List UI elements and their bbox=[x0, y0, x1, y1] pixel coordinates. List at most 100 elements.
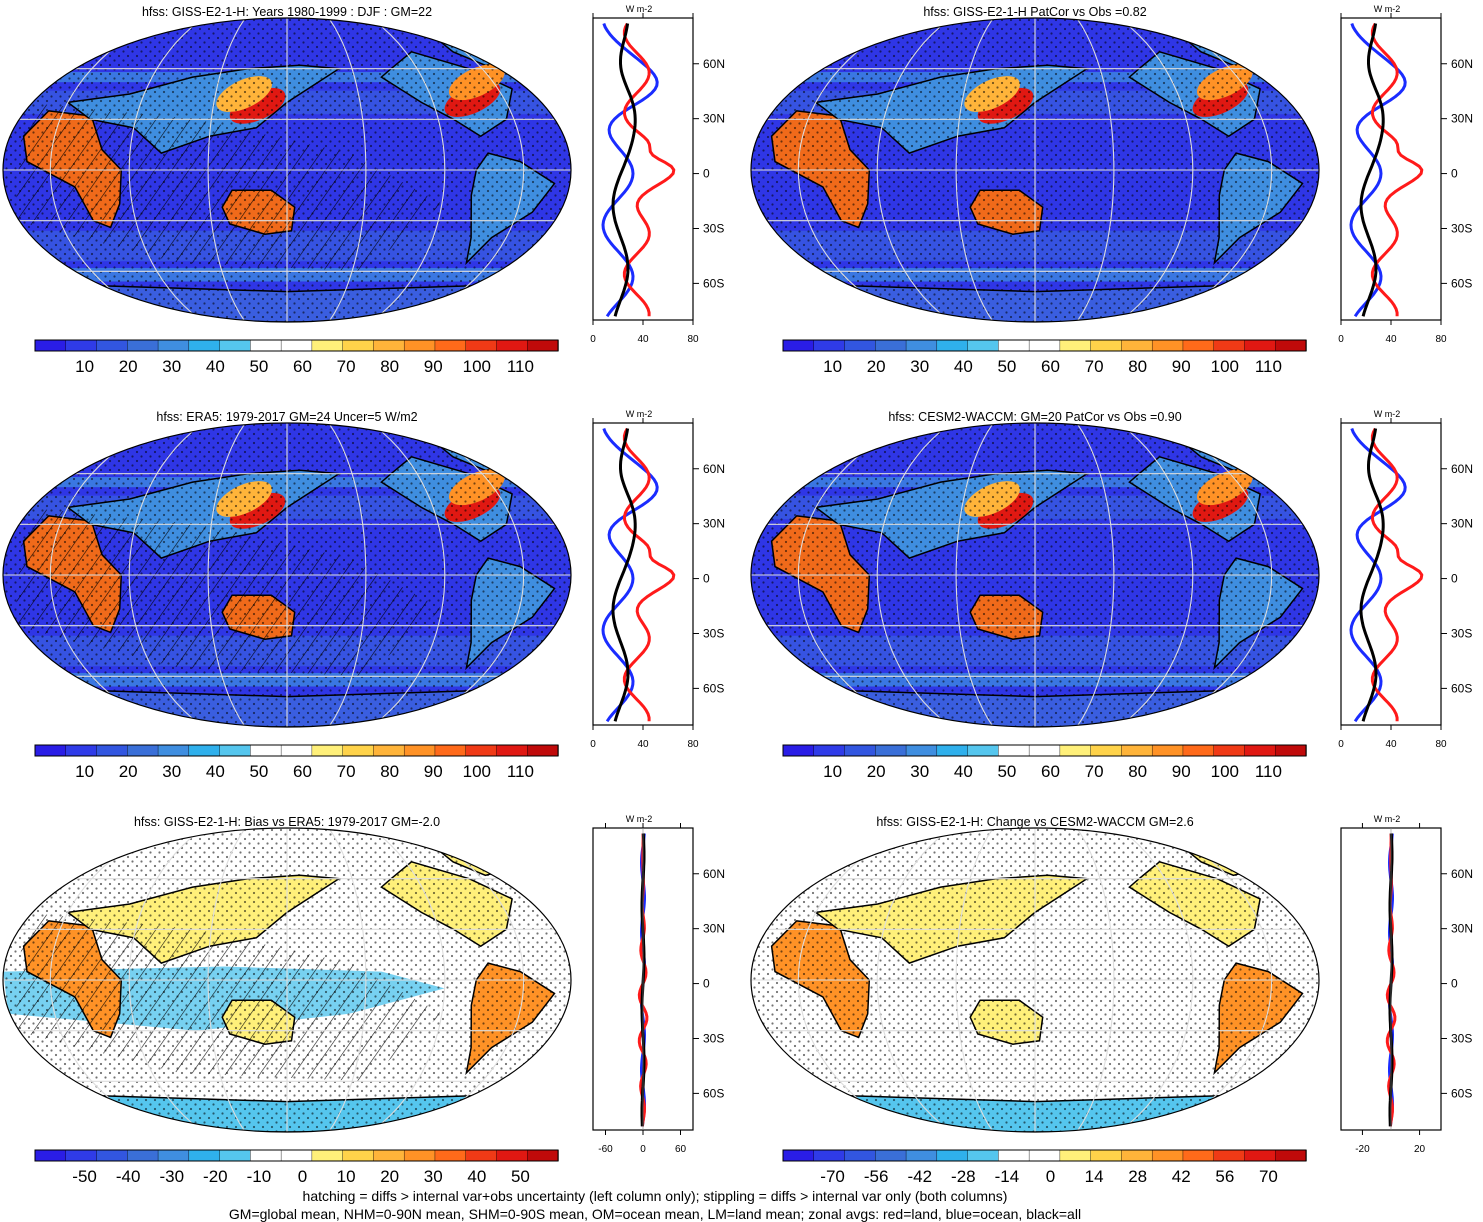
map-border bbox=[750, 827, 1320, 1133]
colorbar-swatch bbox=[905, 744, 938, 757]
colorbar-label: -28 bbox=[951, 1167, 976, 1186]
zonal-lat-label: 60N bbox=[1451, 462, 1473, 476]
graticule-lon bbox=[128, 828, 204, 1132]
zonal-lat-label: 0 bbox=[703, 572, 710, 586]
zonal-plot: W m-2 60N 30N 0 30S 60S 0 40 80 bbox=[590, 4, 725, 345]
colorbar-label: 60 bbox=[293, 762, 312, 781]
zonal-xtick-label: 60 bbox=[675, 1144, 687, 1155]
colorbar-swatch bbox=[1121, 339, 1153, 352]
panel-title: hfss: GISS-E2-1-H: Bias vs ERA5: 1979-20… bbox=[134, 815, 440, 829]
colorbar-label: -42 bbox=[907, 1167, 932, 1186]
colorbar-swatch bbox=[342, 339, 375, 352]
colorbar-label: 100 bbox=[1211, 357, 1239, 376]
zonal-plot: W m-2 60N 30N 0 30S 60S 0 40 80 bbox=[1338, 409, 1473, 750]
colorbar-swatch bbox=[496, 744, 528, 757]
graticule-lon bbox=[328, 828, 367, 1132]
map-border bbox=[2, 827, 572, 1133]
colorbar-label: 28 bbox=[1128, 1167, 1147, 1186]
zonal-xtick-label: 40 bbox=[637, 334, 649, 345]
colorbar-swatch bbox=[311, 744, 344, 757]
colorbar-label: -56 bbox=[864, 1167, 889, 1186]
colorbar-swatch bbox=[905, 339, 938, 352]
colorbar-swatch bbox=[1090, 1149, 1123, 1162]
colorbar-swatch bbox=[905, 1149, 938, 1162]
colorbar-swatch bbox=[403, 339, 436, 352]
colorbar-label: 100 bbox=[463, 762, 491, 781]
graticule-lon bbox=[955, 423, 994, 727]
zonal-lat-label: 30N bbox=[703, 112, 725, 126]
colorbar-label: 0 bbox=[298, 1167, 307, 1186]
colorbar-label: -14 bbox=[995, 1167, 1020, 1186]
colorbar-swatch bbox=[998, 339, 1030, 352]
colorbar-label: 70 bbox=[337, 357, 356, 376]
colorbar-label: 60 bbox=[293, 357, 312, 376]
colorbar-label: 100 bbox=[1211, 762, 1239, 781]
colorbar-swatch bbox=[434, 339, 467, 352]
colorbar-swatch bbox=[127, 339, 159, 352]
map-panel: hfss: CESM2-WACCM: GM=20 PatCor vs Obs =… bbox=[750, 409, 1473, 781]
colorbar-swatch bbox=[527, 339, 559, 352]
zonal-lat-label: 30N bbox=[1451, 517, 1473, 531]
zonal-xtick-label: 80 bbox=[1435, 739, 1447, 750]
zonal-xtick-label: 80 bbox=[687, 739, 699, 750]
colorbar-swatch bbox=[1275, 339, 1307, 352]
graticule-lon bbox=[49, 423, 163, 727]
zonal-frame bbox=[592, 422, 694, 726]
colorbar-label: -30 bbox=[159, 1167, 184, 1186]
zonal-lat-label: 30S bbox=[1451, 1031, 1472, 1045]
colorbar-swatch bbox=[434, 744, 467, 757]
footer-line-1: hatching = diffs > internal var+obs unce… bbox=[302, 1188, 1008, 1204]
zonal-all-line bbox=[611, 23, 637, 317]
colorbar-swatch bbox=[280, 339, 313, 352]
colorbar-swatch bbox=[936, 339, 969, 352]
colorbar-swatch bbox=[219, 744, 252, 757]
zonal-unit: W m-2 bbox=[1374, 814, 1401, 824]
zonal-unit: W m-2 bbox=[1374, 409, 1401, 419]
zonal-lat-label: 30S bbox=[1451, 626, 1472, 640]
zonal-lat-label: 30S bbox=[703, 221, 724, 235]
colorbar-label: 80 bbox=[380, 762, 399, 781]
colorbar-swatch bbox=[280, 744, 313, 757]
colorbar-swatch bbox=[844, 339, 876, 352]
colorbar-swatch bbox=[813, 339, 846, 352]
graticule-lon bbox=[370, 423, 446, 727]
colorbar-frame bbox=[782, 1149, 1307, 1162]
map-panel: hfss: GISS-E2-1-H: Years 1980-1999 : DJF… bbox=[2, 4, 725, 376]
colorbar-swatch bbox=[250, 744, 282, 757]
colorbar-label: 80 bbox=[1128, 357, 1147, 376]
colorbar-swatch bbox=[998, 744, 1030, 757]
colorbar-swatch bbox=[1028, 339, 1061, 352]
colorbar-frame bbox=[782, 339, 1307, 352]
colorbar-swatch bbox=[96, 339, 128, 352]
colorbar-label: 70 bbox=[1085, 357, 1104, 376]
zonal-lat-label: 30N bbox=[703, 922, 725, 936]
colorbar-swatch bbox=[34, 1149, 67, 1162]
panel-title: hfss: CESM2-WACCM: GM=20 PatCor vs Obs =… bbox=[888, 410, 1181, 424]
colorbar-label: 100 bbox=[463, 357, 491, 376]
colorbar-label: 20 bbox=[867, 762, 886, 781]
colorbar-swatch bbox=[219, 339, 252, 352]
zonal-xtick-label: 0 bbox=[590, 334, 596, 345]
colorbar-swatch bbox=[1059, 339, 1092, 352]
colorbar-swatch bbox=[875, 339, 907, 352]
colorbar-swatch bbox=[1213, 1149, 1246, 1162]
colorbar-label: 56 bbox=[1215, 1167, 1234, 1186]
zonal-lat-label: 60N bbox=[703, 57, 725, 71]
map-border bbox=[750, 422, 1320, 728]
colorbar-frame bbox=[34, 1149, 559, 1162]
zonal-plot: W m-2 60N 30N 0 30S 60S -20 20 bbox=[1340, 814, 1473, 1155]
graticule-lon bbox=[876, 828, 952, 1132]
zonal-xtick-label: 0 bbox=[1338, 739, 1344, 750]
colorbar-label: 110 bbox=[1255, 762, 1282, 781]
colorbar-swatch bbox=[782, 1149, 815, 1162]
colorbar-swatch bbox=[967, 339, 1000, 352]
zonal-all-line bbox=[611, 428, 637, 722]
colorbar-swatch bbox=[496, 1149, 528, 1162]
colorbar-swatch bbox=[373, 744, 405, 757]
colorbar-swatch bbox=[465, 744, 498, 757]
colorbar-label: 70 bbox=[1085, 762, 1104, 781]
colorbar-swatch bbox=[188, 744, 221, 757]
zonal-frame bbox=[1340, 422, 1442, 726]
colorbar-swatch bbox=[96, 1149, 128, 1162]
colorbar-swatch bbox=[1090, 339, 1123, 352]
